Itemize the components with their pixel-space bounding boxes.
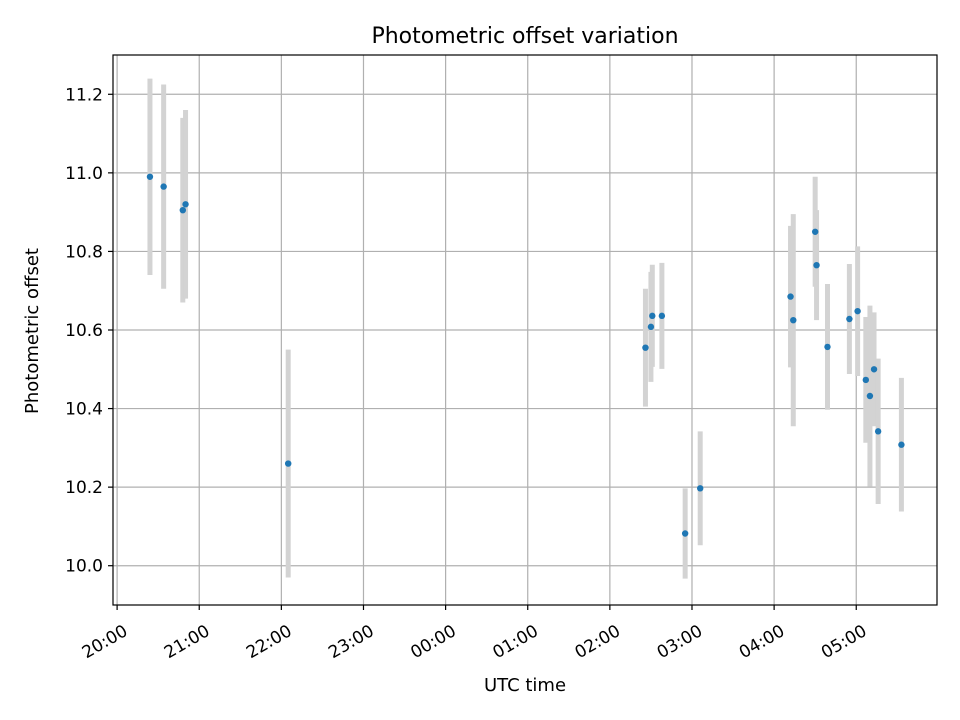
y-tick-label: 10.2 [65, 478, 103, 498]
data-point [854, 307, 861, 315]
data-point [658, 312, 666, 320]
data-point [681, 530, 689, 537]
x-tick-label: 21:00 [161, 621, 213, 663]
data-point [179, 206, 187, 214]
data-point [898, 441, 905, 448]
data-point [824, 343, 831, 351]
x-tick-label: 05:00 [818, 621, 870, 663]
y-tick-label: 10.4 [65, 400, 103, 420]
data-point [870, 366, 878, 373]
data-points [146, 173, 905, 537]
x-axis-label: UTC time [484, 675, 566, 696]
data-point [787, 293, 794, 300]
x-tick-label: 00:00 [407, 621, 459, 663]
x-tick-label: 22:00 [243, 621, 295, 663]
error-bars [147, 78, 904, 579]
x-tick-label: 04:00 [736, 621, 788, 663]
y-tick-label: 10.8 [65, 242, 103, 262]
x-tick-label: 03:00 [654, 621, 706, 663]
data-point [182, 201, 189, 208]
y-tick-label: 10.0 [65, 557, 103, 577]
y-axis-label: Photometric offset [22, 248, 43, 414]
x-tick-label: 02:00 [572, 621, 624, 663]
x-tick-label: 01:00 [489, 621, 541, 663]
data-point [285, 460, 292, 467]
data-point [846, 315, 853, 323]
data-point [790, 316, 797, 324]
data-point [647, 323, 655, 331]
data-point [862, 376, 870, 384]
x-axis-ticks: 20:00 21:00 22:00 23:00 00:00 01:00 02:00 03:00… [79, 605, 870, 663]
data-point [813, 261, 820, 269]
data-point [649, 312, 656, 320]
data-point [642, 344, 649, 351]
grid-lines [113, 55, 937, 605]
x-tick-label: 20:00 [79, 621, 131, 663]
y-axis-ticks: 10.0 10.2 10.4 10.6 10.8 11.0 11.2 [65, 85, 113, 577]
data-point [874, 428, 882, 435]
data-point [697, 485, 704, 492]
data-point [811, 228, 819, 235]
y-tick-label: 11.2 [65, 85, 103, 105]
y-tick-label: 10.6 [65, 321, 103, 341]
x-tick-label: 23:00 [325, 621, 377, 663]
y-tick-label: 11.0 [65, 164, 103, 184]
data-point [160, 183, 167, 190]
data-point [146, 173, 154, 180]
chart-title: Photometric offset variation [371, 24, 678, 49]
data-point [866, 392, 874, 400]
